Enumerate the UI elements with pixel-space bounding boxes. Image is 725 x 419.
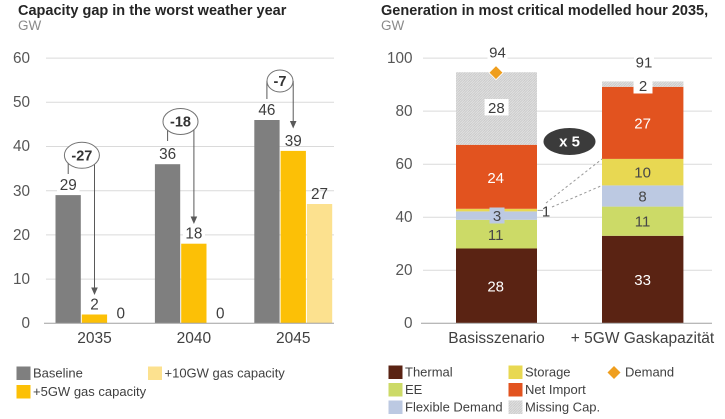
svg-text:39: 39 xyxy=(285,133,302,150)
svg-text:-18: -18 xyxy=(170,115,191,131)
svg-text:80: 80 xyxy=(395,103,412,120)
svg-text:28: 28 xyxy=(488,100,505,117)
svg-text:11: 11 xyxy=(635,214,651,231)
svg-text:30: 30 xyxy=(13,183,30,200)
svg-text:11: 11 xyxy=(488,227,504,244)
svg-text:100: 100 xyxy=(387,50,413,67)
svg-text:Capacity gap in the worst weat: Capacity gap in the worst weather year xyxy=(18,3,287,19)
svg-text:Net Import: Net Import xyxy=(525,382,586,397)
svg-text:3: 3 xyxy=(493,208,501,225)
svg-text:2: 2 xyxy=(90,297,99,314)
svg-text:Flexible Demand: Flexible Demand xyxy=(405,400,503,415)
svg-text:GW: GW xyxy=(381,18,405,33)
svg-text:Baseline: Baseline xyxy=(33,366,83,381)
svg-text:2045: 2045 xyxy=(276,330,310,347)
svg-text:36: 36 xyxy=(159,146,176,163)
svg-text:2040: 2040 xyxy=(177,330,212,347)
svg-text:x 5: x 5 xyxy=(559,134,580,151)
svg-text:40: 40 xyxy=(395,209,412,226)
svg-text:60: 60 xyxy=(395,156,412,173)
svg-text:0: 0 xyxy=(404,315,413,332)
svg-text:-7: -7 xyxy=(274,74,287,90)
svg-text:2: 2 xyxy=(639,78,647,95)
svg-text:EE: EE xyxy=(405,382,423,397)
svg-text:8: 8 xyxy=(638,188,646,205)
svg-text:24: 24 xyxy=(487,170,504,187)
svg-text:28: 28 xyxy=(487,279,504,296)
svg-text:20: 20 xyxy=(13,227,30,244)
svg-text:10: 10 xyxy=(13,271,30,288)
svg-text:33: 33 xyxy=(634,272,651,289)
svg-text:40: 40 xyxy=(13,138,30,155)
svg-text:50: 50 xyxy=(13,94,30,111)
svg-text:46: 46 xyxy=(258,102,275,119)
svg-text:60: 60 xyxy=(13,50,30,67)
svg-text:+10GW gas capacity: +10GW gas capacity xyxy=(165,366,286,381)
svg-text:2035: 2035 xyxy=(77,330,111,347)
svg-text:1: 1 xyxy=(542,204,550,221)
svg-text:Demand: Demand xyxy=(625,365,674,380)
svg-text:0: 0 xyxy=(21,315,30,332)
svg-text:27: 27 xyxy=(634,116,651,133)
svg-text:18: 18 xyxy=(185,226,202,243)
svg-text:94: 94 xyxy=(489,45,506,62)
svg-text:+5GW gas capacity: +5GW gas capacity xyxy=(33,384,147,399)
svg-text:27: 27 xyxy=(311,186,328,203)
svg-text:20: 20 xyxy=(395,262,412,279)
svg-text:Missing Cap.: Missing Cap. xyxy=(525,400,600,415)
svg-text:29: 29 xyxy=(60,177,77,194)
svg-text:+ 5GW Gaskapazität: + 5GW Gaskapazität xyxy=(571,330,715,347)
svg-text:91: 91 xyxy=(636,55,653,72)
svg-text:0: 0 xyxy=(216,305,225,322)
svg-text:GW: GW xyxy=(18,18,42,33)
svg-text:Thermal: Thermal xyxy=(405,365,453,380)
svg-text:10: 10 xyxy=(634,165,651,182)
svg-text:Generation in most critical mo: Generation in most critical modelled hou… xyxy=(381,3,708,19)
svg-text:0: 0 xyxy=(117,305,126,322)
svg-text:Basisszenario: Basisszenario xyxy=(448,330,545,347)
svg-text:Storage: Storage xyxy=(525,365,571,380)
svg-text:-27: -27 xyxy=(71,148,92,164)
